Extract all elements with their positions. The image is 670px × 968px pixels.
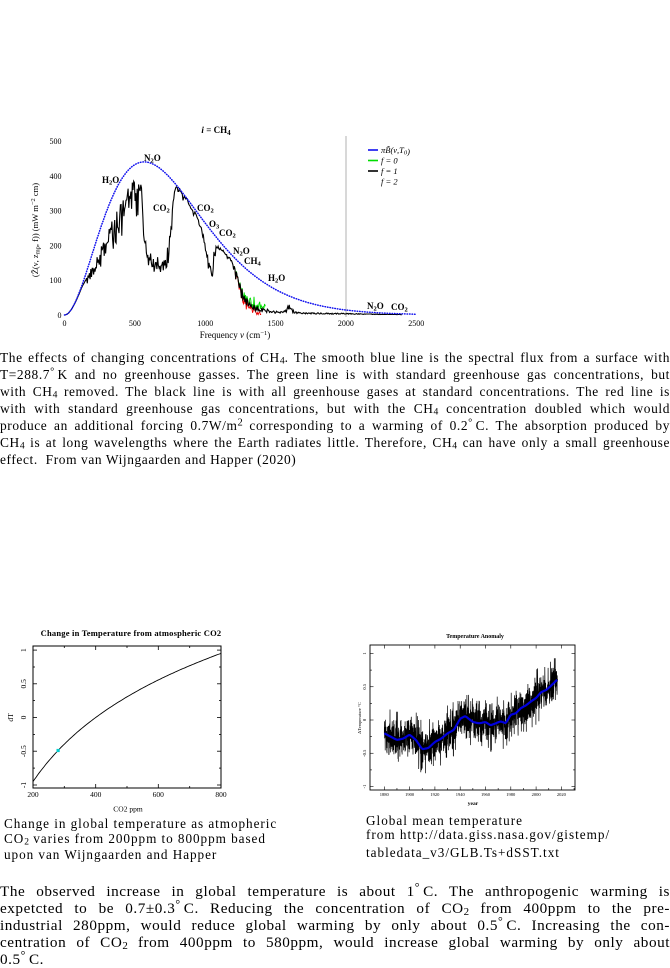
svg-text:πB̃(ν,T0): πB̃(ν,T0) bbox=[381, 145, 410, 157]
svg-text:i = CH4: i = CH4 bbox=[201, 125, 231, 137]
svg-text:600: 600 bbox=[153, 790, 165, 799]
svg-text:2000: 2000 bbox=[532, 792, 542, 797]
svg-text:800: 800 bbox=[215, 790, 227, 799]
svg-text:1900: 1900 bbox=[405, 792, 415, 797]
svg-text:1880: 1880 bbox=[380, 792, 390, 797]
svg-text:0: 0 bbox=[58, 311, 62, 320]
svg-text:-0.5: -0.5 bbox=[362, 749, 367, 757]
svg-text:100: 100 bbox=[50, 276, 62, 285]
svg-text:0.5: 0.5 bbox=[19, 679, 28, 689]
svg-text:500: 500 bbox=[129, 319, 141, 328]
svg-text:1500: 1500 bbox=[268, 319, 284, 328]
svg-text:300: 300 bbox=[50, 207, 62, 216]
svg-text:f = 0: f = 0 bbox=[381, 156, 398, 166]
svg-text:1940: 1940 bbox=[456, 792, 466, 797]
svg-text:CO2: CO2 bbox=[219, 228, 236, 240]
svg-text:400: 400 bbox=[50, 172, 62, 181]
svg-text:1: 1 bbox=[19, 648, 28, 652]
svg-text:1980: 1980 bbox=[506, 792, 516, 797]
svg-text:CO2: CO2 bbox=[197, 203, 214, 215]
svg-text:Temperature Anomaly: Temperature Anomaly bbox=[446, 634, 504, 640]
svg-text:(Z̃(ν, zmp, f)) (mW m−2 cm): (Z̃(ν, zmp, f)) (mW m−2 cm) bbox=[30, 183, 42, 277]
svg-text:0.5: 0.5 bbox=[362, 683, 367, 689]
svg-text:2020: 2020 bbox=[557, 792, 567, 797]
svg-text:CH4: CH4 bbox=[244, 256, 262, 268]
svg-text:400: 400 bbox=[90, 790, 102, 799]
svg-text:0: 0 bbox=[362, 718, 367, 721]
svg-text:dT: dT bbox=[6, 713, 15, 722]
svg-text:2000: 2000 bbox=[338, 319, 354, 328]
svg-text:CO2: CO2 bbox=[153, 203, 170, 215]
svg-text:f = 2: f = 2 bbox=[381, 177, 398, 187]
svg-text:Frequency ν (cm−1): Frequency ν (cm−1) bbox=[200, 330, 270, 340]
svg-text:1960: 1960 bbox=[481, 792, 491, 797]
svg-text:f = 1: f = 1 bbox=[381, 166, 398, 176]
svg-text:O3: O3 bbox=[209, 219, 220, 231]
svg-text:1: 1 bbox=[362, 652, 367, 654]
svg-text:-1: -1 bbox=[362, 785, 367, 789]
svg-text:N2O: N2O bbox=[233, 246, 250, 258]
svg-text:500: 500 bbox=[50, 137, 62, 146]
svg-text:Change in Temperature from atm: Change in Temperature from atmospheric C… bbox=[41, 628, 222, 638]
svg-text:1920: 1920 bbox=[430, 792, 440, 797]
svg-text:N2O: N2O bbox=[367, 301, 384, 313]
svg-text:H2O: H2O bbox=[268, 273, 285, 285]
svg-text:CO2 ppm: CO2 ppm bbox=[113, 805, 143, 814]
svg-text:N2O: N2O bbox=[144, 153, 161, 165]
svg-text:-0.5: -0.5 bbox=[19, 745, 28, 757]
svg-text:0: 0 bbox=[63, 319, 67, 328]
svg-text:-1: -1 bbox=[19, 782, 28, 788]
svg-text:1000: 1000 bbox=[197, 319, 213, 328]
svg-text:0: 0 bbox=[19, 715, 28, 719]
svg-text:CO2: CO2 bbox=[391, 302, 408, 314]
svg-text:year: year bbox=[468, 801, 479, 807]
svg-text:2500: 2500 bbox=[408, 319, 424, 328]
svg-text:200: 200 bbox=[50, 241, 62, 250]
svg-text:200: 200 bbox=[27, 790, 39, 799]
svg-text:H2O: H2O bbox=[102, 175, 119, 187]
svg-text:ΔTemperature °C: ΔTemperature °C bbox=[357, 702, 362, 734]
